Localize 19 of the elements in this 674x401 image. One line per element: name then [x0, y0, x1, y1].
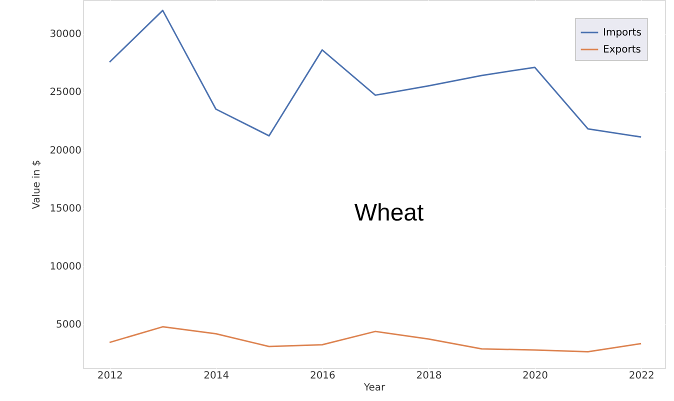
- y-axis-title: Value in $: [32, 160, 43, 210]
- y-tick-label: 25000: [50, 87, 82, 98]
- y-tick-label: 15000: [50, 203, 82, 214]
- legend-label: Imports: [603, 28, 642, 38]
- x-tick-label: 2014: [204, 370, 230, 382]
- y-tick-label: 10000: [50, 261, 82, 272]
- y-tick-label: 5000: [56, 319, 82, 330]
- legend-label: Exports: [603, 44, 641, 56]
- y-tick-label: 20000: [50, 145, 82, 156]
- annotation: Wheat: [354, 199, 424, 226]
- x-axis-title: Year: [362, 382, 386, 394]
- x-tick-label: 2020: [522, 370, 548, 382]
- x-tick-label: 2018: [416, 370, 442, 382]
- line-series: [108, 10, 642, 138]
- x-tick-label: 2012: [97, 370, 123, 382]
- x-tick-label: 2016: [310, 370, 336, 382]
- x-tick-label: 2022: [628, 370, 654, 382]
- y-tick-label: 30000: [50, 29, 82, 40]
- line-series: [108, 326, 642, 352]
